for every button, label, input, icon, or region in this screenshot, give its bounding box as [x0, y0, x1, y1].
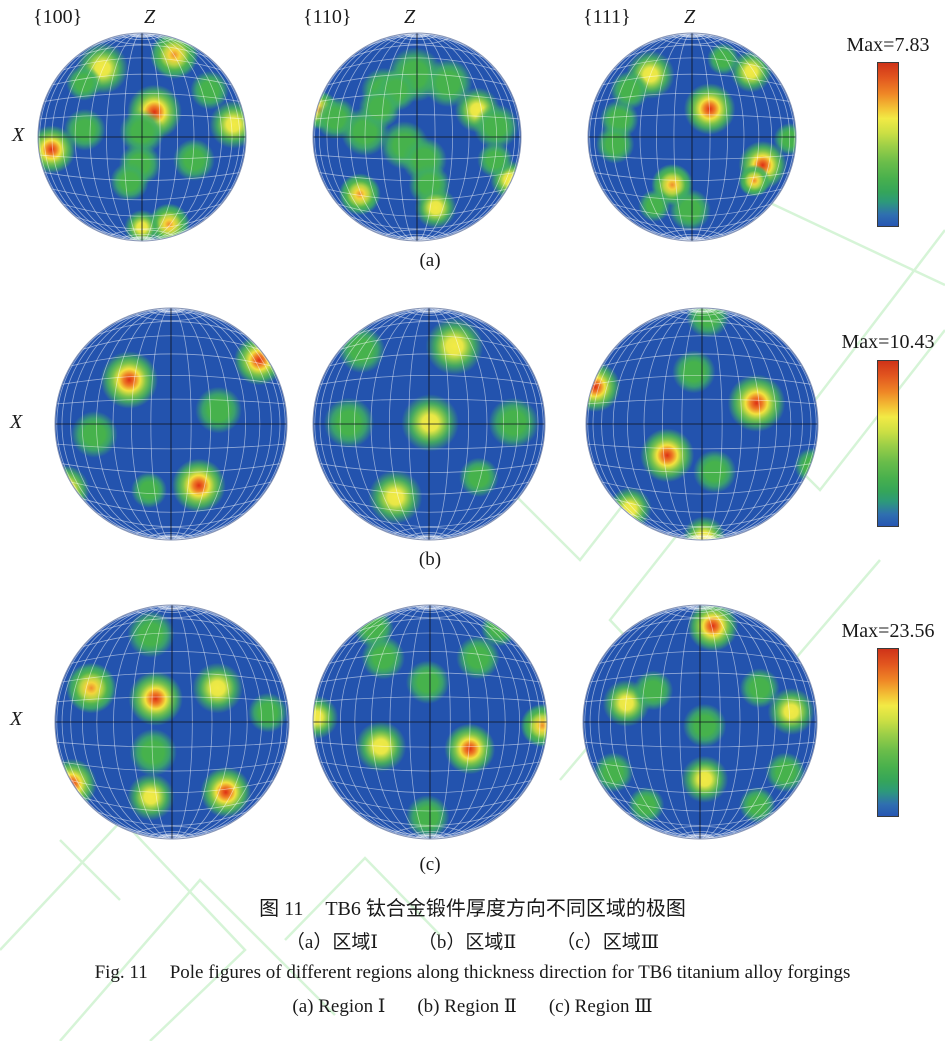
pole-figure-svg	[37, 32, 247, 242]
row-label-a: (a)	[419, 250, 441, 271]
x-axis-label: X	[10, 411, 23, 433]
max-value-label: Max=10.43	[841, 331, 935, 353]
caption-english: Fig. 11 Pole figures of different regions…	[0, 962, 945, 984]
caption-zh-number: 图 11	[259, 898, 304, 920]
caption-en-sub-a: (a) Region Ⅰ	[292, 996, 386, 1017]
row-label-b: (b)	[418, 549, 442, 570]
caption-en-sub-c: (c) Region Ⅲ	[548, 996, 653, 1017]
colorbar	[877, 360, 899, 527]
miller-label-110: {110}	[303, 6, 352, 28]
pole-figure-svg	[54, 604, 290, 840]
caption-english-sub: (a) Region Ⅰ (b) Region Ⅱ (c) Region Ⅲ	[0, 995, 945, 1018]
row-label-c: (c)	[419, 854, 441, 875]
pole-figure-100-region1	[34, 29, 250, 245]
max-value-label: Max=23.56	[841, 620, 935, 642]
pole-figure-110-region1	[309, 29, 525, 245]
pole-figure-svg	[312, 32, 522, 242]
pole-figure-100-region2	[51, 304, 291, 544]
caption-en-number: Fig. 11	[94, 962, 148, 983]
miller-label-111: {111}	[583, 6, 631, 28]
pole-figure-svg	[587, 32, 797, 242]
caption-en-text: Pole figures of different regions along …	[169, 962, 851, 983]
pole-figure-111-region3	[579, 601, 821, 843]
z-axis-label: Z	[684, 6, 696, 28]
pole-figure-svg	[312, 307, 546, 541]
pole-figure-110-region3	[309, 601, 551, 843]
colorbar	[877, 62, 899, 227]
colorbar	[877, 648, 899, 817]
z-axis-label: Z	[144, 6, 156, 28]
caption-chinese-sub: （a）区域Ⅰ （b）区域Ⅱ （c）区域Ⅲ	[0, 927, 945, 954]
pole-figure-100-region3	[51, 601, 293, 843]
pole-figure-svg	[582, 604, 818, 840]
pole-figure-svg	[585, 307, 819, 541]
miller-label-100: {100}	[33, 6, 83, 28]
caption-zh-sub-c: （c）区域Ⅲ	[556, 932, 660, 953]
caption-zh-text: TB6 钛合金锻件厚度方向不同区域的极图	[325, 898, 686, 920]
x-axis-label: X	[10, 708, 23, 730]
pole-figure-svg	[54, 307, 288, 541]
pole-figure-111-region1	[584, 29, 800, 245]
pole-figure-svg	[312, 604, 548, 840]
caption-zh-sub-b: （b）区域Ⅱ	[417, 932, 517, 953]
caption-en-sub-b: (b) Region Ⅱ	[417, 996, 517, 1017]
pole-figure-111-region2	[582, 304, 822, 544]
z-axis-label: Z	[404, 6, 416, 28]
max-value-label: Max=7.83	[846, 34, 930, 56]
caption-zh-sub-a: （a）区域Ⅰ	[285, 932, 378, 953]
caption-chinese: 图 11 TB6 钛合金锻件厚度方向不同区域的极图	[0, 892, 945, 921]
pole-figure-110-region2	[309, 304, 549, 544]
x-axis-label: X	[12, 124, 25, 146]
